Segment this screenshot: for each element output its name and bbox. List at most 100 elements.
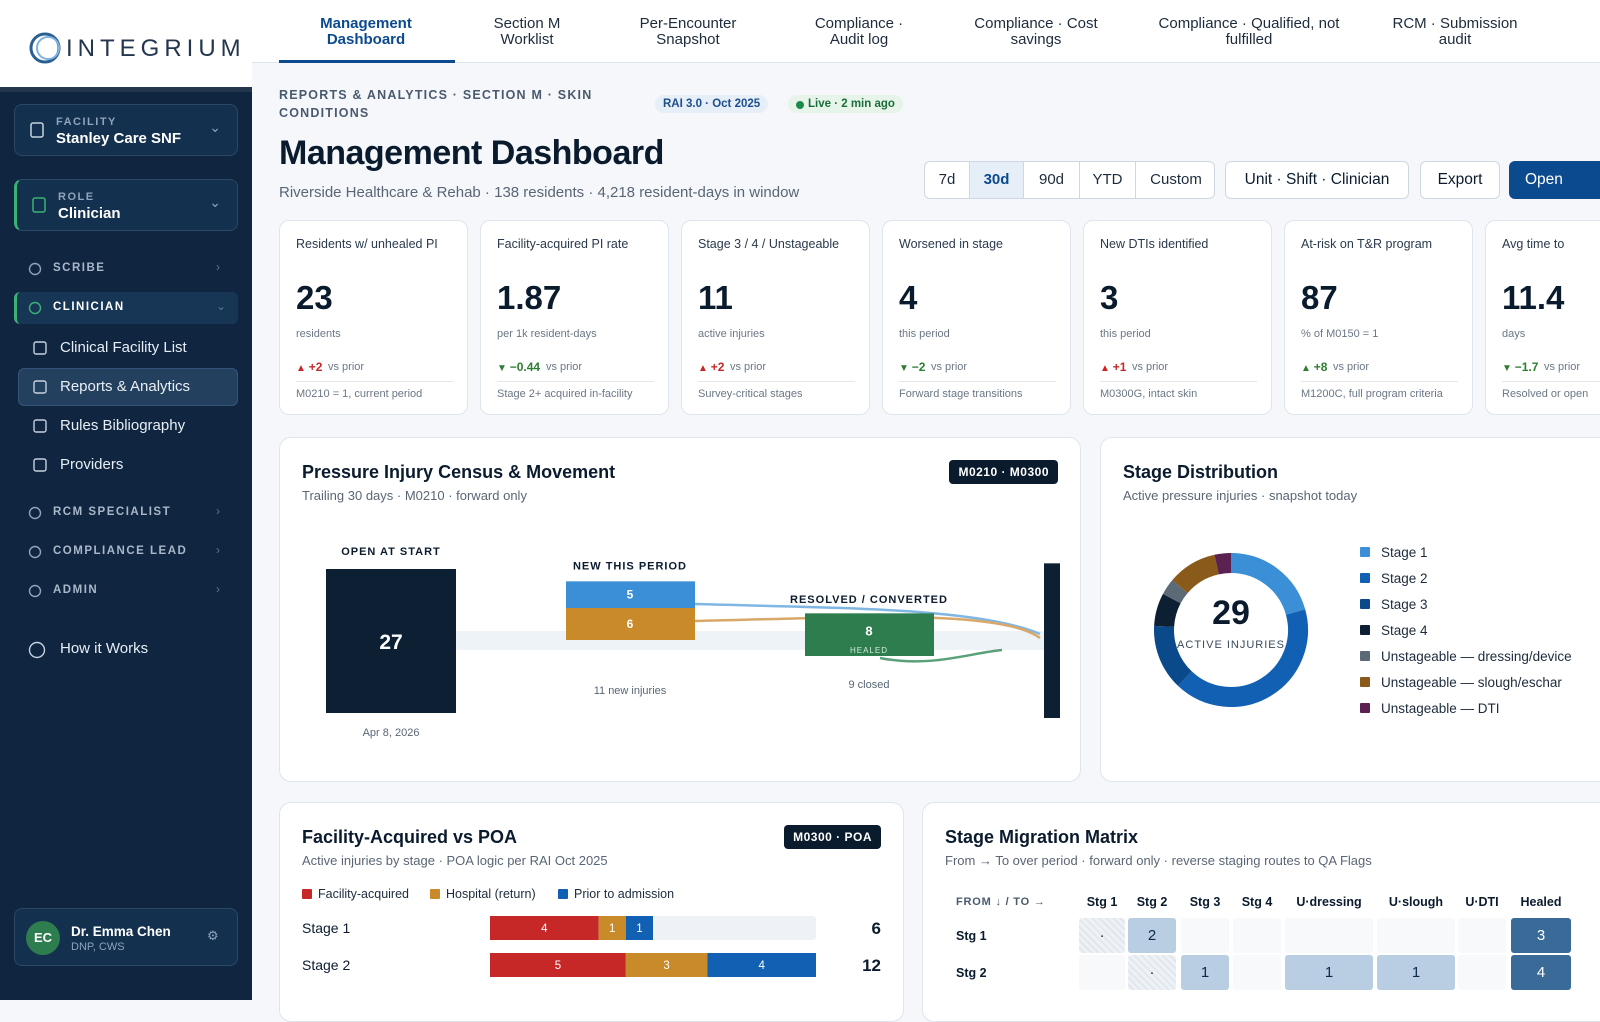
- chevron: ›: [216, 543, 220, 557]
- tab[interactable]: Section M Worklist: [493, 15, 561, 48]
- legend-label: Prior to admission: [574, 887, 674, 901]
- nav-item[interactable]: Rules Bibliography: [60, 417, 186, 434]
- donut-segment: [1230, 553, 1306, 616]
- donut-segment: [1154, 593, 1181, 628]
- kpi-value: 11: [698, 279, 733, 316]
- logo-mark: [29, 32, 61, 64]
- selector[interactable]: ROLE Clinician ⌄: [14, 179, 238, 231]
- tab[interactable]: Compliance · Audit log: [814, 15, 904, 48]
- open-button[interactable]: Open: [1509, 161, 1600, 199]
- kpi-delta: −2: [899, 360, 926, 374]
- donut-segment: [1162, 580, 1188, 604]
- kpi-label: New DTIs identified: [1100, 237, 1209, 251]
- kpi-unit: days: [1502, 328, 1526, 340]
- donut-total-label: ACTIVE INJURIES: [1177, 639, 1285, 651]
- section-label[interactable]: COMPLIANCE LEAD: [53, 545, 188, 557]
- legend-swatch: [558, 889, 568, 899]
- column-header: Stg 1: [1086, 895, 1118, 909]
- section-highlight: [14, 292, 238, 324]
- legend-label: Stage 3: [1381, 597, 1428, 612]
- badge: RAI 3.0 · Oct 2025: [655, 95, 769, 113]
- kpi-delta: +2: [698, 360, 725, 374]
- kpi-unit: this period: [899, 328, 950, 340]
- bar-segment: [707, 953, 816, 977]
- logo-area: INTEGRIUM: [0, 0, 252, 92]
- donut-segment: [1172, 554, 1220, 594]
- kpi-note: Resolved or open: [1502, 388, 1589, 400]
- brand: INTEGRIUM: [66, 35, 246, 62]
- range-button[interactable]: YTD: [1079, 162, 1135, 198]
- bar-segment: [490, 916, 599, 940]
- range-button[interactable]: 90d: [1023, 162, 1079, 198]
- section-label[interactable]: SCRIBE: [53, 262, 106, 274]
- matrix-cell: [1285, 918, 1373, 953]
- user-card[interactable]: EC Dr. Emma Chen DNP, CWS ⚙: [14, 908, 238, 966]
- group-button[interactable]: Unit · Shift · Clinician: [1225, 161, 1409, 199]
- nav-item[interactable]: Providers: [60, 456, 124, 473]
- export-button[interactable]: Export: [1420, 161, 1500, 199]
- item-icon: [33, 341, 47, 355]
- matrix-cell: 4: [1511, 955, 1571, 990]
- how-it-works[interactable]: How it Works: [60, 640, 149, 657]
- legend-label: Stage 4: [1381, 623, 1428, 638]
- panel-subtitle: From → To over period · forward only · r…: [945, 853, 1372, 868]
- open-value: 27: [379, 631, 402, 654]
- kpi-delta: −1.7: [1502, 360, 1539, 374]
- open-label: OPEN AT START: [341, 546, 441, 558]
- kpi-card: Worsened in stage 4 this period −2 vs prior F…: [882, 220, 1071, 415]
- section-label[interactable]: CLINICIAN: [53, 301, 125, 313]
- section-label[interactable]: RCM SPECIALIST: [53, 506, 172, 518]
- panel-subtitle: Active injuries by stage · POA logic per…: [302, 853, 608, 868]
- kpi-card: Facility-acquired PI rate 1.87 per 1k resi…: [480, 220, 669, 415]
- selector-label: FACILITY: [56, 116, 117, 128]
- icon: [32, 197, 46, 213]
- how-icon: [28, 641, 46, 659]
- nav-item[interactable]: Reports & Analytics: [60, 378, 191, 395]
- census-panel: Pressure Injury Census & Movement Trailin…: [279, 437, 1081, 782]
- matrix-cell: 1: [1377, 955, 1455, 990]
- matrix-cell: 3: [1511, 918, 1571, 953]
- tab[interactable]: Compliance · Qualified, not fulfilled: [1158, 15, 1340, 48]
- matrix-cell: ·: [1079, 918, 1125, 953]
- tab[interactable]: Management Dashboard: [320, 15, 412, 48]
- selector[interactable]: FACILITY Stanley Care SNF ⌄: [14, 104, 238, 156]
- kpi-value: 4: [899, 279, 918, 316]
- range-button[interactable]: Custom: [1135, 162, 1214, 198]
- kpi-card: Residents w/ unhealed PI 23 residents +2 vs …: [279, 220, 468, 415]
- matrix-corner: FROM ↓ / TO →: [956, 896, 1046, 908]
- item-icon: [33, 458, 47, 472]
- nav-item[interactable]: Clinical Facility List: [60, 339, 187, 356]
- kpi-unit: active injuries: [698, 328, 765, 340]
- selector-value: Stanley Care SNF: [56, 130, 182, 147]
- kpi-unit: residents: [296, 328, 341, 340]
- icon: [33, 419, 47, 433]
- kpi-divider: [698, 381, 855, 382]
- kpi-suffix: vs prior: [1544, 361, 1581, 373]
- chevron: ›: [216, 260, 220, 274]
- tab[interactable]: RCM · Submission audit: [1392, 15, 1518, 48]
- segment-label: 1: [609, 923, 615, 935]
- item-icon: [33, 419, 47, 433]
- panel-subtitle: Active pressure injuries · snapshot toda…: [1123, 488, 1358, 503]
- panel-title: Stage Migration Matrix: [945, 827, 1139, 847]
- resolved-value: 8: [865, 624, 872, 639]
- tab[interactable]: Per-Encounter Snapshot: [639, 15, 737, 48]
- section-icon: [28, 301, 42, 315]
- kpi-value: 87: [1301, 279, 1338, 316]
- legend-swatch: [1360, 599, 1370, 609]
- kpi-suffix: vs prior: [730, 361, 767, 373]
- column-header: Healed: [1520, 895, 1562, 909]
- range-button[interactable]: 30d: [969, 162, 1023, 198]
- chevron: ›: [216, 582, 220, 596]
- section-label[interactable]: ADMIN: [53, 584, 99, 596]
- kpi-divider: [899, 381, 1056, 382]
- new-bar: [566, 581, 695, 608]
- flow-band: [456, 631, 1044, 650]
- kpi-note: M0300G, intact skin: [1100, 388, 1198, 400]
- tab[interactable]: Compliance · Cost savings: [974, 15, 1098, 48]
- matrix-cell: [1377, 918, 1455, 953]
- range-button[interactable]: 7d: [938, 171, 956, 188]
- legend-label: Unstageable — dressing/device: [1381, 649, 1572, 664]
- section-icon: [28, 262, 42, 276]
- kpi-value: 11.4: [1502, 279, 1565, 316]
